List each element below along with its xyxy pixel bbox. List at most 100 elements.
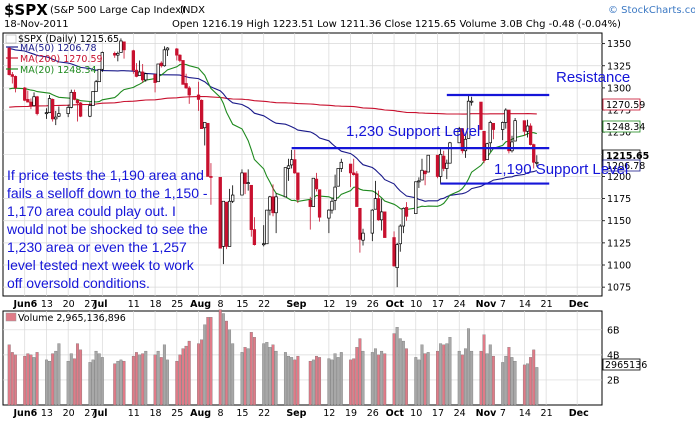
volume-bar <box>69 353 73 406</box>
candle-body <box>243 172 247 184</box>
volume-bar <box>529 357 533 406</box>
volume-bar <box>29 354 33 406</box>
candle-body <box>293 159 297 174</box>
candle-body <box>535 161 539 164</box>
x-tick-label: 25 <box>171 299 183 310</box>
candle-body <box>448 142 452 164</box>
x-tick-label: 19 <box>345 299 357 310</box>
legend-price-swatch <box>5 34 17 44</box>
candle-body <box>69 91 73 108</box>
volume-bar <box>116 360 120 406</box>
volume-bar <box>349 359 353 406</box>
x-tick-label: Sep <box>286 299 306 310</box>
volume-bar <box>293 359 297 406</box>
candle-body <box>134 69 139 77</box>
candle-body <box>44 112 49 115</box>
candle-body <box>252 229 257 245</box>
volume-bar <box>159 357 163 406</box>
volume-bar <box>361 350 365 406</box>
volume-bar <box>311 359 315 406</box>
volume-bar <box>436 350 439 406</box>
x-tick-label: 17 <box>432 408 444 419</box>
x-tick-label: 27 <box>84 408 96 419</box>
volume-bar <box>119 359 123 406</box>
candle-body <box>525 125 530 132</box>
candle-body <box>311 177 316 207</box>
volume-bar <box>243 347 247 406</box>
volume-bar <box>401 340 405 406</box>
x-tick-label: 21 <box>541 299 553 310</box>
volume-bar <box>35 352 39 406</box>
x-tick-label: 10 <box>410 408 422 419</box>
note-line-4: would not be shocked to see the <box>6 221 208 237</box>
candle-body <box>175 48 179 56</box>
volume-bar <box>414 357 418 406</box>
candle-body <box>358 207 362 240</box>
candle-body <box>491 122 496 130</box>
candle-body <box>66 107 70 114</box>
candle-body <box>466 100 471 139</box>
volume-bar <box>327 358 331 406</box>
volume-bar <box>336 357 340 406</box>
candle-body <box>35 96 39 114</box>
candle-body <box>203 122 207 129</box>
volume-bar <box>228 329 232 406</box>
candle-body <box>482 130 486 161</box>
candle-body <box>420 169 424 181</box>
volume-bar <box>383 353 387 406</box>
x-tick-label: 24 <box>454 299 466 310</box>
volume-bar <box>491 355 495 406</box>
volume-bar <box>460 354 464 406</box>
candle-body <box>57 113 61 117</box>
candle-body <box>23 87 27 101</box>
candle-body <box>501 122 505 130</box>
candle-body <box>72 91 77 100</box>
y-tick-label: 1200 <box>607 172 631 183</box>
y-tick-label: 1250 <box>607 128 631 139</box>
y-tick-label: 1100 <box>607 261 631 272</box>
candle-body <box>187 87 191 96</box>
candle-body <box>327 209 331 219</box>
candle-body <box>13 76 18 89</box>
volume-bar <box>10 352 14 406</box>
candle-body <box>460 128 464 152</box>
volume-bar <box>246 348 250 406</box>
candle-body <box>339 161 343 169</box>
x-tick-label: 17 <box>432 299 444 310</box>
volume-bar <box>426 352 430 406</box>
volume-bar <box>470 350 474 406</box>
y-tick-label: 1300 <box>607 83 631 94</box>
legend-ma200: MA(200) 1270.59 <box>20 54 103 65</box>
candle-body <box>376 198 381 221</box>
volume-bar <box>395 327 399 406</box>
price-panel <box>2 32 603 297</box>
volume-bar <box>184 345 188 406</box>
x-tick-label: 26 <box>367 408 379 419</box>
candle-body <box>395 244 399 269</box>
exchange: INDX <box>180 5 205 16</box>
candle-body <box>249 184 253 230</box>
volume-bar <box>423 353 427 406</box>
volume-bar <box>315 355 318 406</box>
candle-body <box>165 47 170 51</box>
note-line-6: level tested next week to work <box>7 257 195 273</box>
x-tick-label: Jul <box>93 299 108 310</box>
candle-body <box>522 120 527 132</box>
x-tick-label: 18 <box>149 408 161 419</box>
candle-body <box>348 163 353 174</box>
volume-bar <box>225 320 228 406</box>
x-tick-label: 12 <box>323 408 335 419</box>
volume-bar <box>187 340 191 406</box>
candle-body <box>423 170 427 175</box>
candle-body <box>100 52 104 70</box>
x-tick-label: Nov <box>476 299 497 310</box>
candle-body <box>488 122 492 144</box>
volume-bar <box>200 339 204 406</box>
x-tick-label: 19 <box>345 408 357 419</box>
volume-bar <box>175 360 179 406</box>
legend-volume-swatch <box>5 312 17 322</box>
candle-body <box>184 83 188 89</box>
candle-body <box>153 74 157 83</box>
candle-body <box>116 53 120 56</box>
volume-bar <box>405 348 408 406</box>
